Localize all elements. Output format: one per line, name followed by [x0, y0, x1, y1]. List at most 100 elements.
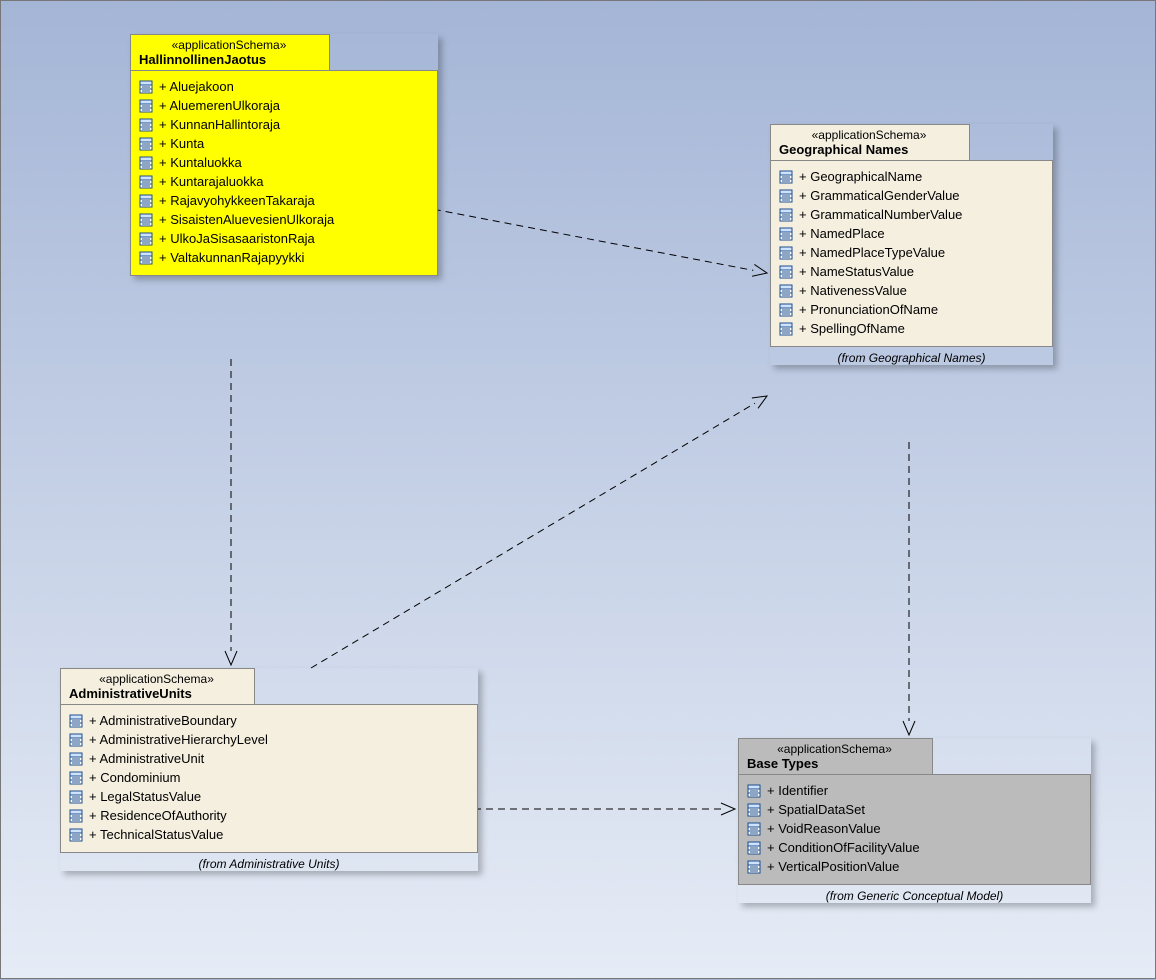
package-item: + NativenessValue	[779, 281, 1044, 300]
item-label: + Kuntarajaluokka	[159, 174, 263, 189]
class-icon	[69, 752, 83, 766]
item-label: + NameStatusValue	[799, 264, 914, 279]
package-tab: «applicationSchema» HallinnollinenJaotus	[130, 34, 330, 70]
package-item: + UlkoJaSisasaaristonRaja	[139, 229, 429, 248]
item-label: + SisaistenAluevesienUlkoraja	[159, 212, 334, 227]
item-label: + ValtakunnanRajapyykki	[159, 250, 304, 265]
package-from: (from Geographical Names)	[770, 351, 1053, 365]
class-icon	[779, 284, 793, 298]
class-icon	[779, 246, 793, 260]
package-item: + KunnanHallintoraja	[139, 115, 429, 134]
class-icon	[779, 189, 793, 203]
package-adm[interactable]: «applicationSchema» AdministrativeUnits …	[60, 668, 478, 871]
package-body: + Identifier + SpatialDataSet + VoidReas…	[738, 774, 1091, 885]
package-from: (from Generic Conceptual Model)	[738, 889, 1091, 903]
package-item: + ValtakunnanRajapyykki	[139, 248, 429, 267]
package-item: + NamedPlace	[779, 224, 1044, 243]
item-label: + LegalStatusValue	[89, 789, 201, 804]
package-from: (from Administrative Units)	[60, 857, 478, 871]
package-item: + GrammaticalNumberValue	[779, 205, 1044, 224]
item-label: + ConditionOfFacilityValue	[767, 840, 920, 855]
class-icon	[139, 137, 153, 151]
package-item: + NameStatusValue	[779, 262, 1044, 281]
item-label: + NativenessValue	[799, 283, 907, 298]
dependency-edge	[422, 207, 753, 270]
package-item: + SpatialDataSet	[747, 800, 1082, 819]
package-body: + AdministrativeBoundary + Administrativ…	[60, 704, 478, 853]
package-item: + AdministrativeHierarchyLevel	[69, 730, 469, 749]
class-icon	[779, 265, 793, 279]
item-label: + GrammaticalGenderValue	[799, 188, 960, 203]
package-item: + PronunciationOfName	[779, 300, 1044, 319]
item-label: + KunnanHallintoraja	[159, 117, 280, 132]
package-geo[interactable]: «applicationSchema» Geographical Names +…	[770, 124, 1053, 365]
item-label: + ResidenceOfAuthority	[89, 808, 227, 823]
class-icon	[139, 194, 153, 208]
class-icon	[779, 227, 793, 241]
class-icon	[747, 860, 761, 874]
arrowhead-icon	[225, 651, 237, 665]
class-icon	[139, 213, 153, 227]
package-item: + Aluejakoon	[139, 77, 429, 96]
item-label: + GrammaticalNumberValue	[799, 207, 962, 222]
class-icon	[69, 790, 83, 804]
package-body: + GeographicalName + GrammaticalGenderVa…	[770, 160, 1053, 347]
package-item: + LegalStatusValue	[69, 787, 469, 806]
package-item: + NamedPlaceTypeValue	[779, 243, 1044, 262]
package-item: + VoidReasonValue	[747, 819, 1082, 838]
class-icon	[779, 170, 793, 184]
package-base[interactable]: «applicationSchema» Base Types + Identif…	[738, 738, 1091, 903]
class-icon	[747, 822, 761, 836]
class-icon	[69, 771, 83, 785]
package-item: + GrammaticalGenderValue	[779, 186, 1044, 205]
package-item: + AdministrativeBoundary	[69, 711, 469, 730]
package-name: Base Types	[747, 756, 922, 771]
class-icon	[139, 80, 153, 94]
stereotype-label: «applicationSchema»	[139, 38, 319, 52]
class-icon	[747, 841, 761, 855]
class-icon	[779, 322, 793, 336]
arrowhead-icon	[903, 721, 915, 735]
item-label: + SpellingOfName	[799, 321, 905, 336]
item-label: + AluemerenUlkoraja	[159, 98, 280, 113]
class-icon	[139, 175, 153, 189]
class-icon	[779, 303, 793, 317]
class-icon	[69, 714, 83, 728]
class-icon	[139, 99, 153, 113]
package-item: + VerticalPositionValue	[747, 857, 1082, 876]
class-icon	[747, 803, 761, 817]
dependency-edge	[311, 403, 755, 668]
item-label: + Kuntaluokka	[159, 155, 242, 170]
package-tab: «applicationSchema» Base Types	[738, 738, 933, 774]
class-icon	[69, 733, 83, 747]
stereotype-label: «applicationSchema»	[69, 672, 244, 686]
package-item: + TechnicalStatusValue	[69, 825, 469, 844]
item-label: + RajavyohykkeenTakaraja	[159, 193, 315, 208]
class-icon	[69, 828, 83, 842]
package-item: + ConditionOfFacilityValue	[747, 838, 1082, 857]
stereotype-label: «applicationSchema»	[747, 742, 922, 756]
package-item: + Kuntarajaluokka	[139, 172, 429, 191]
package-name: Geographical Names	[779, 142, 959, 157]
package-item: + SisaistenAluevesienUlkoraja	[139, 210, 429, 229]
class-icon	[69, 809, 83, 823]
package-item: + Kuntaluokka	[139, 153, 429, 172]
class-icon	[747, 784, 761, 798]
package-item: + Kunta	[139, 134, 429, 153]
item-label: + AdministrativeUnit	[89, 751, 204, 766]
package-hal[interactable]: «applicationSchema» HallinnollinenJaotus…	[130, 34, 438, 276]
class-icon	[139, 232, 153, 246]
class-icon	[779, 208, 793, 222]
item-label: + SpatialDataSet	[767, 802, 865, 817]
class-icon	[139, 251, 153, 265]
item-label: + AdministrativeBoundary	[89, 713, 237, 728]
package-item: + ResidenceOfAuthority	[69, 806, 469, 825]
package-item: + SpellingOfName	[779, 319, 1044, 338]
item-label: + NamedPlace	[799, 226, 885, 241]
item-label: + Aluejakoon	[159, 79, 234, 94]
item-label: + UlkoJaSisasaaristonRaja	[159, 231, 315, 246]
package-item: + AluemerenUlkoraja	[139, 96, 429, 115]
item-label: + Kunta	[159, 136, 204, 151]
class-icon	[139, 118, 153, 132]
package-body: + Aluejakoon + AluemerenUlkoraja + Kunna…	[130, 70, 438, 276]
